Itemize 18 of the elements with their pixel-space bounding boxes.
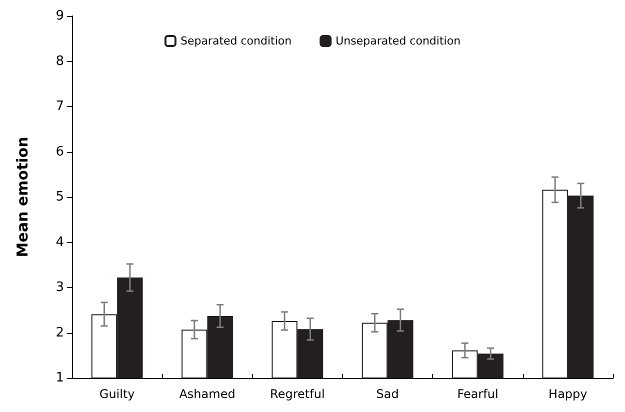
y-tick-label: 2 (56, 325, 64, 340)
x-tick-label: Fearful (457, 387, 498, 401)
y-tick-label: 7 (56, 99, 64, 114)
x-tick-label: Ashamed (179, 387, 236, 401)
y-tick-label: 6 (56, 144, 64, 160)
y-tick-label: 8 (56, 54, 64, 69)
x-tick-label: Happy (548, 387, 588, 401)
legend-label: Unseparated condition (336, 34, 461, 48)
legend-label: Separated condition (180, 34, 292, 48)
x-tick-label: Sad (376, 387, 399, 401)
y-tick-label: 3 (56, 280, 64, 295)
y-axis-title: Mean emotion (14, 136, 32, 258)
y-tick-label: 5 (56, 190, 64, 204)
y-tick-label: 4 (56, 234, 64, 250)
x-tick-label: Regretful (270, 387, 325, 401)
y-tick-label: 1 (56, 370, 64, 386)
x-tick-label: Guilty (99, 387, 135, 401)
y-tick-label: 9 (56, 8, 64, 24)
